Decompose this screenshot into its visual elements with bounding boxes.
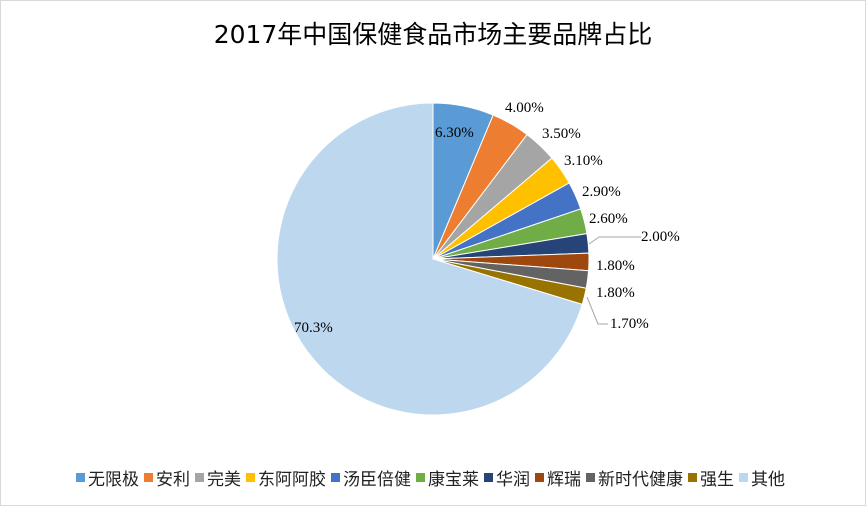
legend-item-8: 辉瑞: [535, 465, 581, 490]
legend-swatch: [416, 473, 425, 482]
pie-slice-11: [276, 102, 583, 416]
legend-item-6: 康宝莱: [416, 465, 479, 490]
legend-item-7: 华润: [484, 465, 530, 490]
legend-item-5: 汤臣倍健: [331, 465, 411, 490]
legend-label: 无限极: [88, 470, 139, 490]
legend-item-10: 强生: [688, 465, 734, 490]
legend-label: 安利: [156, 470, 190, 490]
data-label-11: 70.3%: [294, 320, 333, 336]
data-label-4: 3.10%: [564, 153, 603, 169]
legend-swatch: [586, 473, 595, 482]
legend-label: 东阿阿胶: [258, 470, 326, 490]
leader-line-10: [586, 296, 608, 325]
data-label-1: 6.30%: [435, 125, 474, 141]
legend-item-2: 安利: [144, 465, 190, 490]
legend-label: 新时代健康: [598, 470, 683, 490]
legend-item-3: 完美: [195, 465, 241, 490]
legend: 无限极 安利 完美 东阿阿胶 汤臣倍健 康宝莱 华润 辉瑞 新时代健康 强生 其他: [1, 465, 865, 490]
legend-swatch: [688, 473, 697, 482]
data-label-7: 2.00%: [641, 229, 680, 245]
data-label-8: 1.80%: [596, 258, 635, 274]
legend-swatch: [246, 473, 255, 482]
legend-label: 汤臣倍健: [343, 470, 411, 490]
legend-item-4: 东阿阿胶: [246, 465, 326, 490]
legend-label: 完美: [207, 470, 241, 490]
legend-label: 康宝莱: [428, 470, 479, 490]
legend-swatch: [144, 473, 153, 482]
legend-label: 华润: [496, 470, 530, 490]
data-label-9: 1.80%: [596, 285, 635, 301]
leader-line-7: [588, 236, 641, 245]
legend-label: 其他: [751, 470, 785, 490]
legend-swatch: [484, 473, 493, 482]
legend-label: 强生: [700, 470, 734, 490]
legend-swatch: [739, 473, 748, 482]
data-label-5: 2.90%: [582, 184, 621, 200]
legend-item-11: 其他: [739, 465, 785, 490]
legend-swatch: [76, 473, 85, 482]
legend-item-1: 无限极: [76, 465, 139, 490]
legend-swatch: [195, 473, 204, 482]
data-label-3: 3.50%: [542, 126, 581, 142]
legend-swatch: [535, 473, 544, 482]
legend-item-9: 新时代健康: [586, 465, 683, 490]
data-label-10: 1.70%: [610, 316, 649, 332]
data-label-6: 2.60%: [589, 211, 628, 227]
legend-label: 辉瑞: [547, 470, 581, 490]
chart-title: 2017年中国保健食品市场主要品牌占比: [213, 20, 653, 49]
data-label-2: 4.00%: [505, 100, 544, 116]
legend-swatch: [331, 473, 340, 482]
